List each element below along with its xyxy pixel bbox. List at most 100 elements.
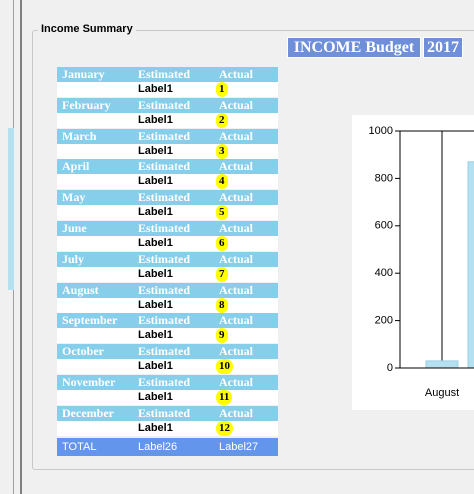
month-header-row: March Estimated Actual xyxy=(57,128,278,144)
month-name: May xyxy=(62,190,86,205)
bar xyxy=(425,360,459,369)
header-year: 2017 xyxy=(423,37,463,58)
month-name: November xyxy=(62,375,116,389)
month-name: April xyxy=(62,159,90,174)
estimated-value: Label1 xyxy=(138,83,173,95)
value-row: Label1 5 xyxy=(57,205,278,221)
estimated-header: Estimated xyxy=(138,221,190,235)
income-table: January Estimated Actual Label1 1 February Est… xyxy=(57,0,278,494)
y-tick-label: 600 xyxy=(375,220,393,232)
value-row: Label1 11 xyxy=(57,390,278,405)
estimated-value: Label1 xyxy=(138,329,173,342)
estimated-value: Label1 xyxy=(138,206,173,219)
value-row: Label1 1 xyxy=(57,82,278,97)
header-title: INCOME Budget xyxy=(287,37,421,58)
month-header-row: October Estimated Actual xyxy=(57,344,278,360)
estimated-header: Estimated xyxy=(138,313,190,328)
actual-value: 7 xyxy=(216,266,228,282)
actual-header: Actual xyxy=(219,159,253,174)
actual-value: 8 xyxy=(216,297,228,313)
total-actual: Label27 xyxy=(219,441,259,453)
estimated-value: Label1 xyxy=(138,144,173,157)
actual-header: Actual xyxy=(219,190,253,205)
month-name: October xyxy=(62,344,104,359)
actual-value: 4 xyxy=(216,174,228,190)
side-bar xyxy=(8,128,14,290)
value-row: Label1 7 xyxy=(57,266,278,282)
month-name: March xyxy=(62,128,97,143)
actual-header: Actual xyxy=(219,128,253,143)
value-row: Label1 4 xyxy=(57,174,278,190)
actual-value: 2 xyxy=(216,112,228,128)
actual-value: 11 xyxy=(216,390,233,405)
month-name: February xyxy=(62,97,111,112)
month-name: September xyxy=(62,313,118,328)
value-row: Label1 10 xyxy=(57,359,278,375)
estimated-header: Estimated xyxy=(138,375,190,389)
month-header-row: February Estimated Actual xyxy=(57,97,278,113)
estimated-header: Estimated xyxy=(138,251,190,266)
y-tick-label: 1000 xyxy=(369,125,393,137)
value-row: Label1 3 xyxy=(57,143,278,159)
actual-value: 3 xyxy=(216,143,228,159)
splitter xyxy=(20,0,22,494)
month-name: June xyxy=(62,221,87,235)
month-header-row: April Estimated Actual xyxy=(57,159,278,175)
actual-header: Actual xyxy=(219,251,253,266)
y-tick-label: 800 xyxy=(375,172,393,184)
month-name: July xyxy=(62,251,85,266)
estimated-header: Estimated xyxy=(138,67,190,81)
estimated-header: Estimated xyxy=(138,190,190,205)
estimated-header: Estimated xyxy=(138,344,190,359)
estimated-value: Label1 xyxy=(138,175,173,188)
estimated-value: Label1 xyxy=(138,360,173,373)
month-name: December xyxy=(62,405,114,420)
month-header-row: May Estimated Actual xyxy=(57,190,278,206)
actual-header: Actual xyxy=(219,67,253,81)
estimated-value: Label1 xyxy=(138,391,173,403)
x-tick-label: August xyxy=(425,387,459,399)
actual-value: 10 xyxy=(216,359,233,375)
estimated-value: Label1 xyxy=(138,113,173,126)
total-label: TOTAL xyxy=(62,441,97,453)
month-header-row: November Estimated Actual xyxy=(57,375,278,390)
estimated-value: Label1 xyxy=(138,237,173,249)
actual-value: 5 xyxy=(216,205,228,221)
actual-value: 9 xyxy=(216,328,228,344)
group-box xyxy=(32,30,474,470)
actual-header: Actual xyxy=(219,313,253,328)
estimated-header: Estimated xyxy=(138,405,190,420)
estimated-header: Estimated xyxy=(138,97,190,112)
month-header-row: September Estimated Actual xyxy=(57,313,278,329)
y-tick-label: 200 xyxy=(375,315,393,327)
actual-header: Actual xyxy=(219,375,253,389)
estimated-value: Label1 xyxy=(138,421,173,434)
actual-header: Actual xyxy=(219,221,253,235)
actual-value: 12 xyxy=(216,420,233,436)
month-header-row: July Estimated Actual xyxy=(57,251,278,267)
value-row: Label1 6 xyxy=(57,236,278,251)
actual-header: Actual xyxy=(219,282,253,297)
month-header-row: January Estimated Actual xyxy=(57,67,278,82)
month-header-row: August Estimated Actual xyxy=(57,282,278,298)
total-estimated: Label26 xyxy=(138,441,178,453)
bar xyxy=(467,161,474,369)
value-row: Label1 2 xyxy=(57,112,278,128)
estimated-value: Label1 xyxy=(138,298,173,311)
estimated-header: Estimated xyxy=(138,128,190,143)
month-header-row: December Estimated Actual xyxy=(57,405,278,421)
actual-header: Actual xyxy=(219,97,253,112)
month-header-row: June Estimated Actual xyxy=(57,221,278,236)
value-row: Label1 8 xyxy=(57,297,278,313)
actual-value: 6 xyxy=(216,236,228,251)
actual-header: Actual xyxy=(219,344,253,359)
month-name: January xyxy=(62,67,105,81)
value-row: Label1 12 xyxy=(57,420,278,436)
value-row: Label1 9 xyxy=(57,328,278,344)
y-tick-label: 0 xyxy=(387,362,393,374)
estimated-header: Estimated xyxy=(138,282,190,297)
actual-value: 1 xyxy=(216,82,228,97)
total-row: TOTAL Label26 Label27 xyxy=(57,438,278,456)
